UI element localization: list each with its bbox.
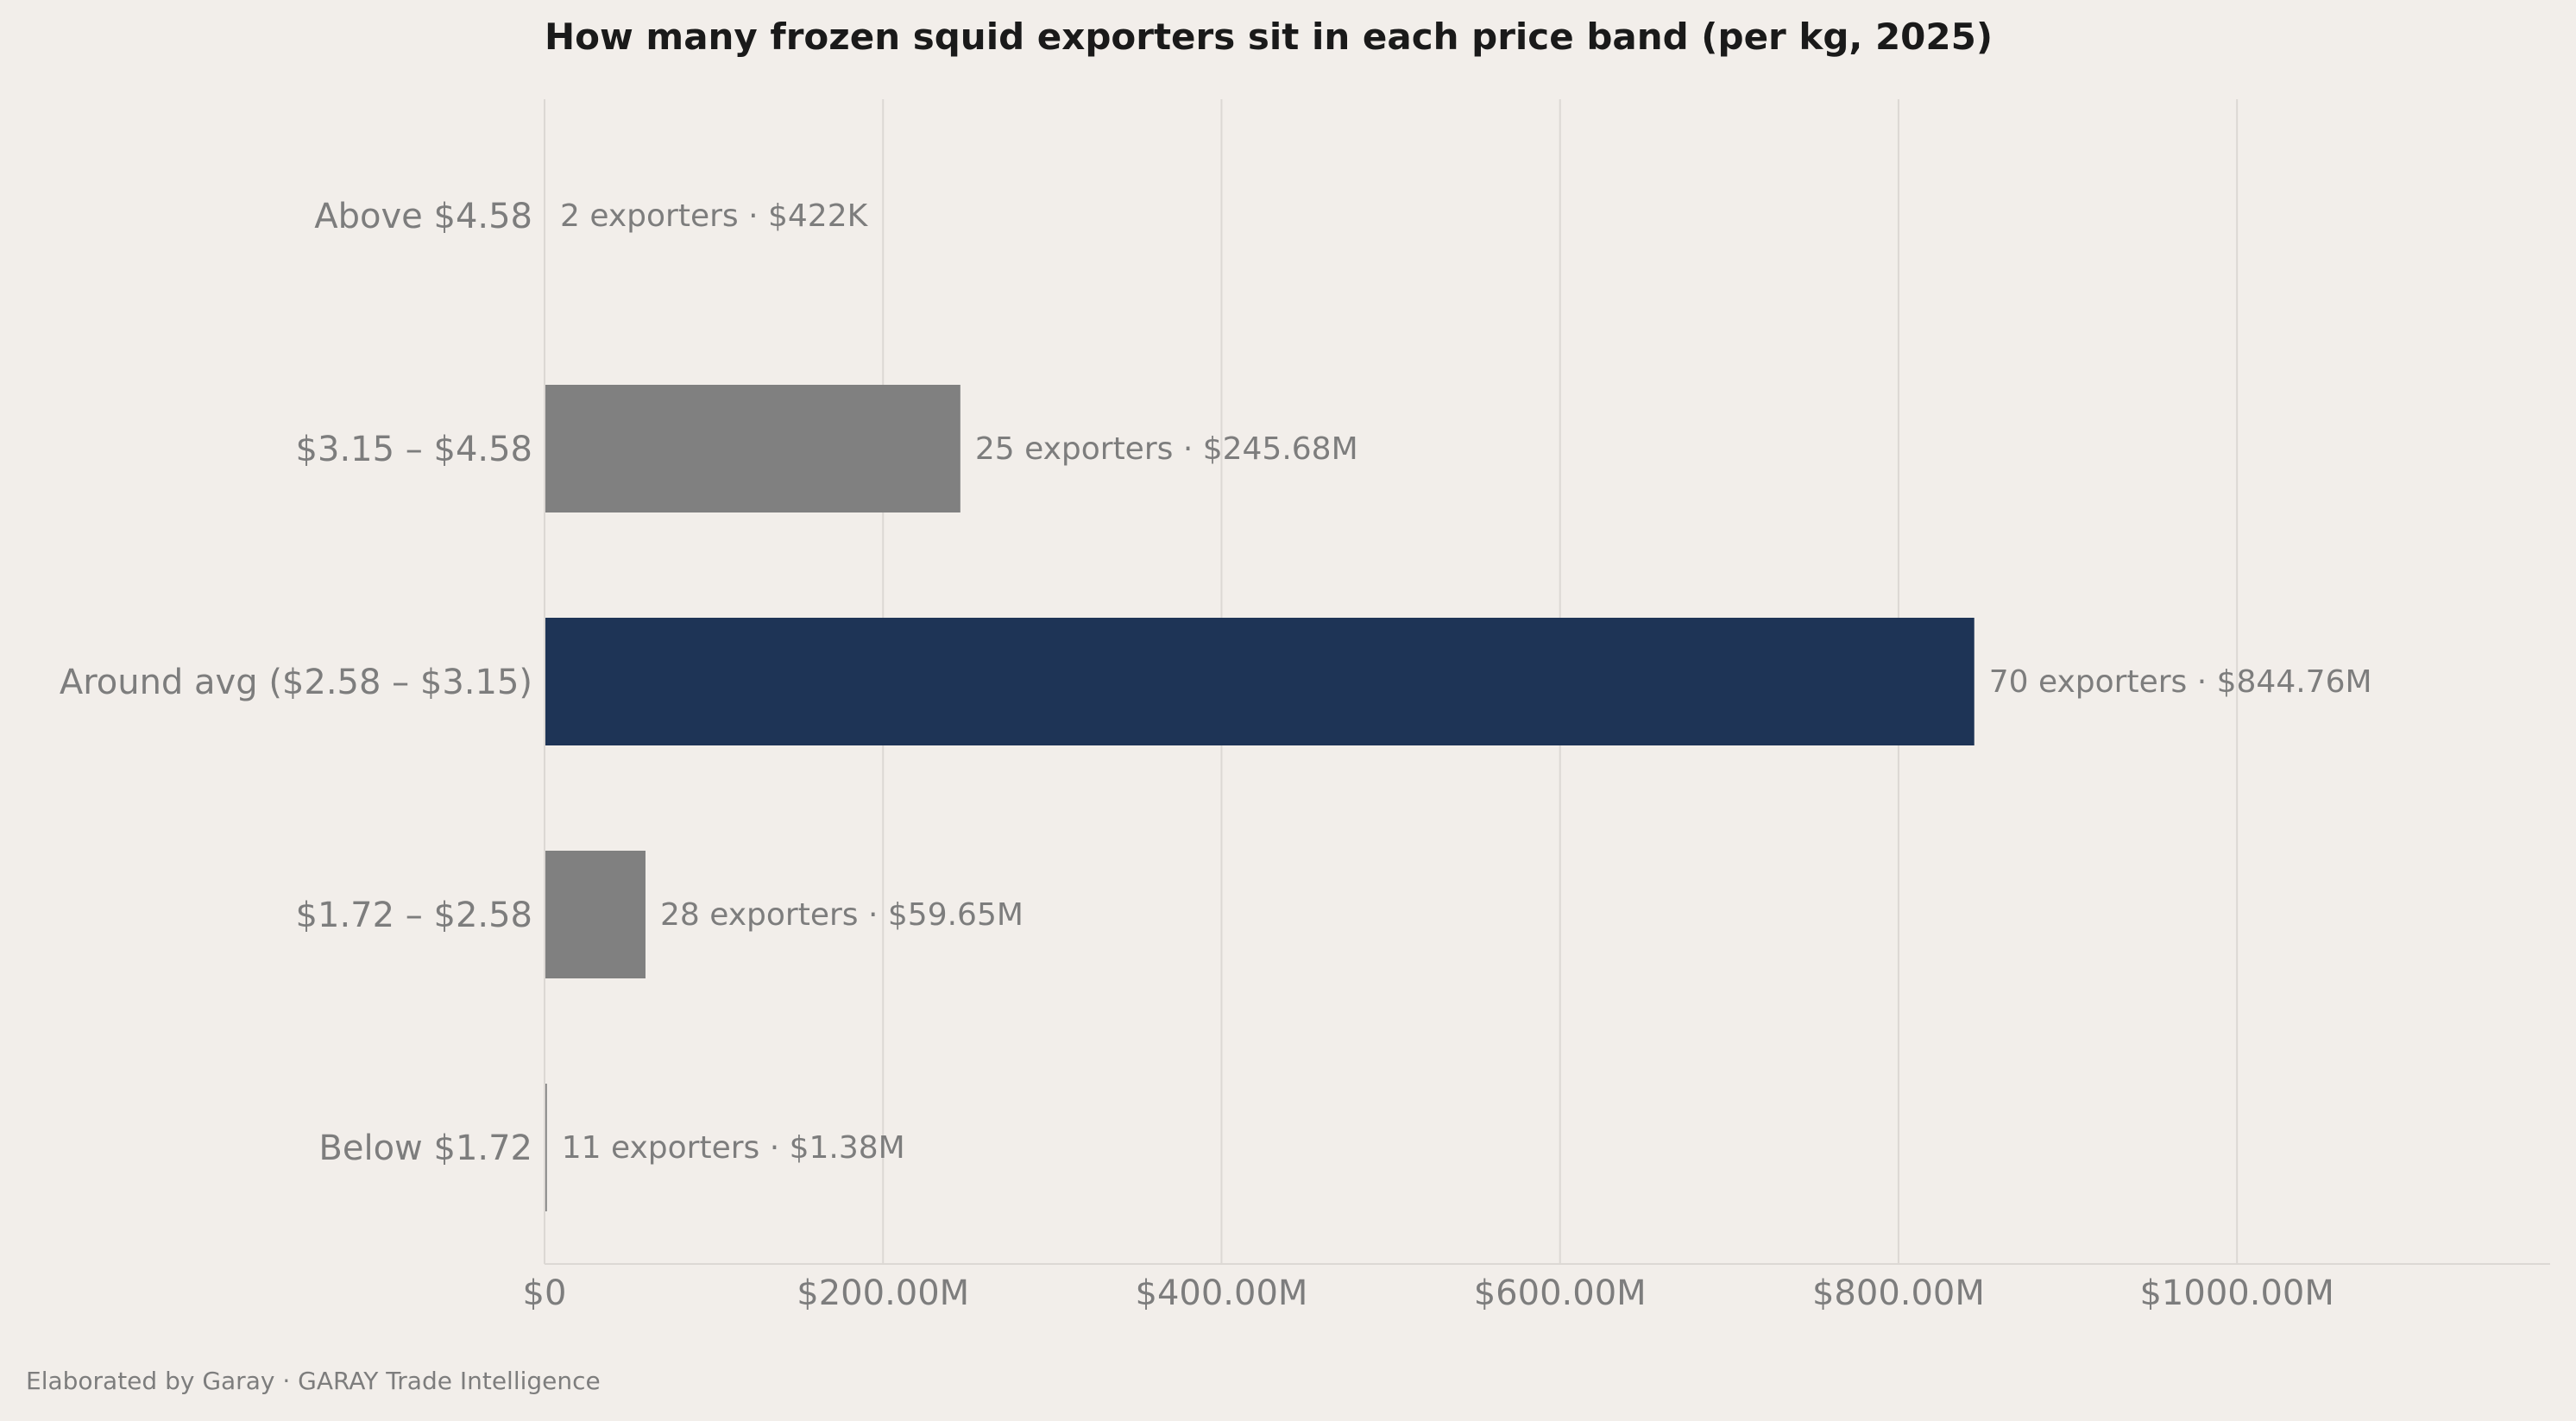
x-tick-label: $200.00M: [797, 1273, 969, 1313]
data-label: 25 exporters · $245.68M: [975, 431, 1358, 467]
data-label: 2 exporters · $422K: [560, 198, 869, 234]
data-label: 28 exporters · $59.65M: [660, 897, 1023, 933]
chart-title: How many frozen squid exporters sit in e…: [545, 16, 1993, 58]
category-label: $3.15 – $4.58: [296, 430, 532, 469]
axes: [544, 99, 2550, 1265]
footer-credit: Elaborated by Garay · GARAY Trade Intell…: [26, 1367, 601, 1395]
category-label: Below $1.72: [318, 1129, 532, 1168]
bars: [545, 152, 1975, 1211]
labels: $0 $200.00M $400.00M $600.00M $800.00M $1000.…: [60, 197, 2372, 1313]
x-tick-label: $400.00M: [1136, 1273, 1308, 1313]
x-tick-label: $800.00M: [1812, 1273, 1985, 1313]
category-label: Around avg ($2.58 – $3.15): [60, 663, 532, 702]
x-tick-label: $600.00M: [1474, 1273, 1647, 1313]
x-tick-label: $0: [523, 1273, 567, 1313]
x-tick-label: $1000.00M: [2139, 1273, 2334, 1313]
data-label: 11 exporters · $1.38M: [562, 1130, 905, 1166]
bar: [545, 1084, 547, 1211]
category-label: Above $4.58: [314, 197, 532, 236]
category-label: $1.72 – $2.58: [296, 896, 532, 935]
bar: [545, 385, 960, 512]
bar: [545, 618, 1975, 745]
data-label: 70 exporters · $844.76M: [1989, 664, 2372, 700]
bar: [545, 851, 646, 978]
